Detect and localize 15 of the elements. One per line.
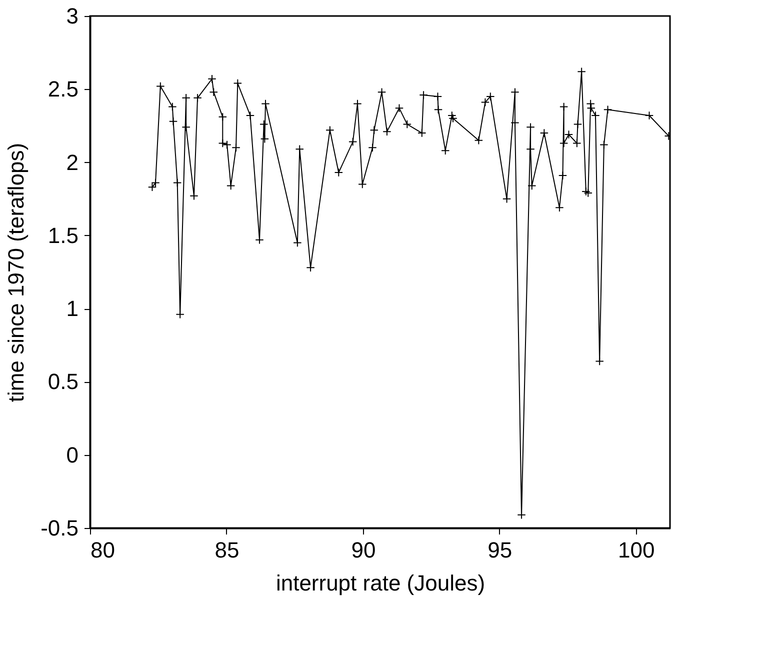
x-tick-label: 90: [351, 538, 376, 562]
y-tick-label: 1.5: [48, 222, 78, 248]
y-tick-label: 3: [66, 4, 78, 28]
x-tick-label: 85: [214, 538, 240, 562]
x-tick-label: 95: [488, 538, 512, 562]
y-tick-label: 2: [66, 150, 78, 175]
x-axis-title: interrupt rate (Joules): [276, 570, 486, 596]
y-tick-label: 0.5: [48, 369, 78, 394]
x-tick-label: 100: [618, 538, 655, 562]
y-tick-label: -0.5: [40, 516, 78, 540]
y-tick-label: 1: [66, 296, 78, 322]
y-tick-label: 0: [66, 442, 78, 468]
y-axis-title: time since 1970 (teraflops): [4, 142, 29, 402]
y-tick-label: 2.5: [48, 76, 78, 102]
x-tick-label: 80: [90, 538, 115, 562]
